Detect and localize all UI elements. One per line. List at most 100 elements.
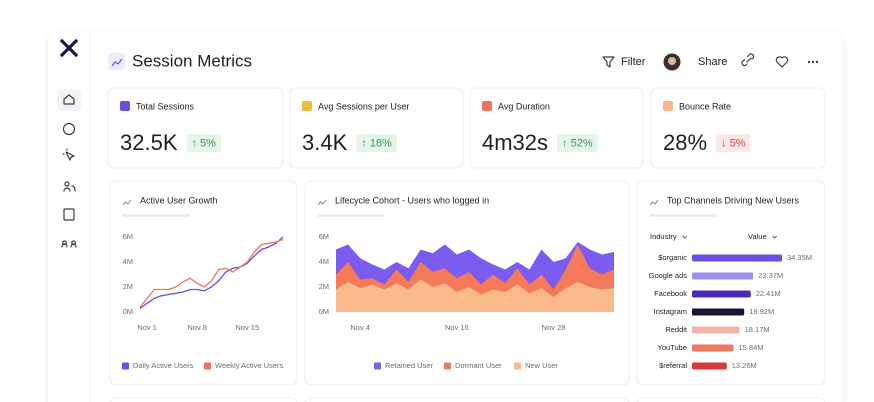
kpi-change-bg [356,134,397,152]
kpi-value: 3.4K [302,130,348,155]
filter-button[interactable]: Filter [621,56,646,68]
link-icon[interactable] [741,53,755,67]
legend-label: Daily Active Users [133,361,194,370]
category-label: YouTube [658,343,687,352]
x-tick-label: Nov 15 [235,323,259,332]
nav-active[interactable] [57,89,81,111]
line-series [139,236,284,309]
kpi-swatch [482,101,492,111]
category-label: $referral [659,361,687,370]
nav-click[interactable] [62,148,75,161]
y-tick-label: 4M [319,257,329,266]
nav-explore[interactable] [62,122,76,136]
kpi-value: 32.5K [120,130,178,155]
y-tick-label: 0M [319,307,329,316]
x-tick-label: Nov 28 [542,323,566,332]
column-header: Industry [650,232,677,241]
sort-chevron [682,235,688,239]
chart-title: Active User Growth [140,195,218,205]
y-tick-label: 0M [123,307,133,316]
kpi-change: ↓ 5% [721,137,746,149]
favorite-icon[interactable] [775,56,789,68]
y-tick-label: 6M [123,232,133,241]
area-series [336,279,614,312]
bar [692,254,782,262]
y-tick-label: 6M [319,232,329,241]
subtitle-placeholder [649,214,717,217]
y-tick-label: 2M [319,282,329,291]
category-label: Instagram [654,307,687,316]
share-button[interactable]: Share [698,56,727,68]
card-next-row [636,397,826,402]
card [636,180,826,386]
kpi-change: ↑ 18% [361,137,392,149]
nav-home[interactable] [63,94,75,105]
filter-icon[interactable] [602,56,615,68]
kpi-swatch [302,101,312,111]
category-label: Reddit [665,325,688,334]
nav-users[interactable] [63,181,76,192]
chart-title: Lifecycle Cohort - Users who logged in [335,195,489,205]
card [469,87,644,169]
kpi-value: 28% [663,130,707,155]
legend-label: Dormant User [455,361,502,370]
category-label: Facebook [654,289,687,298]
bar [692,326,740,334]
logo [59,38,79,58]
bar [692,308,745,316]
kpi-change-bg [716,134,751,152]
title-icon-bg [108,53,125,70]
bar [692,344,734,352]
kpi-change: ↑ 5% [192,137,217,149]
bar [692,290,751,298]
kpi-label: Bounce Rate [679,101,731,111]
x-tick-label: Nov 16 [445,323,469,332]
bar [692,272,754,280]
line-series [139,238,284,308]
sort-chevron [772,235,777,239]
bar [692,362,727,370]
more-icon[interactable] [807,60,819,64]
chart-icon [317,199,327,206]
card [650,87,826,169]
category-label: $organic [658,253,687,262]
page-title: Session Metrics [132,51,252,70]
kpi-change-bg [186,134,221,152]
x-tick-label: Nov 4 [350,323,370,332]
value-label: 22.41M [756,289,781,298]
title-icon [111,58,123,67]
sidebar-nav[interactable] [57,89,81,248]
value-label: 19.92M [749,307,774,316]
subtitle-placeholder [122,214,190,217]
nav-teams[interactable] [61,240,77,248]
legend-swatch [204,362,211,370]
value-label: 15.84M [739,343,764,352]
column-header: Value [748,232,767,241]
kpi-label: Avg Duration [498,101,550,111]
kpi-swatch [120,101,130,111]
kpi-change: ↑ 52% [562,137,593,149]
category-label: Google ads [649,271,688,280]
x-tick-label: Nov 1 [137,323,157,332]
kpi-change-bg [557,134,598,152]
card [109,180,298,386]
legend-swatch [122,362,129,370]
value-label: 18.17M [745,325,770,334]
legend-swatch [444,362,451,370]
y-tick-label: 2M [123,282,133,291]
legend-label: Retained User [385,361,433,370]
subtitle-placeholder [317,214,385,217]
legend-label: Weekly Active Users [215,361,283,370]
kpi-label: Total Sessions [136,101,195,111]
chart-icon [122,199,132,206]
card-next-row [109,397,298,402]
legend-swatch [374,362,381,370]
legend-swatch [514,362,521,370]
nav-docs[interactable] [63,208,75,221]
kpi-swatch [663,101,673,111]
avatar-face [668,57,676,65]
card [107,87,284,169]
x-tick-label: Nov 8 [187,323,207,332]
value-label: 13.26M [732,361,757,370]
kpi-label: Avg Sessions per User [318,101,409,111]
